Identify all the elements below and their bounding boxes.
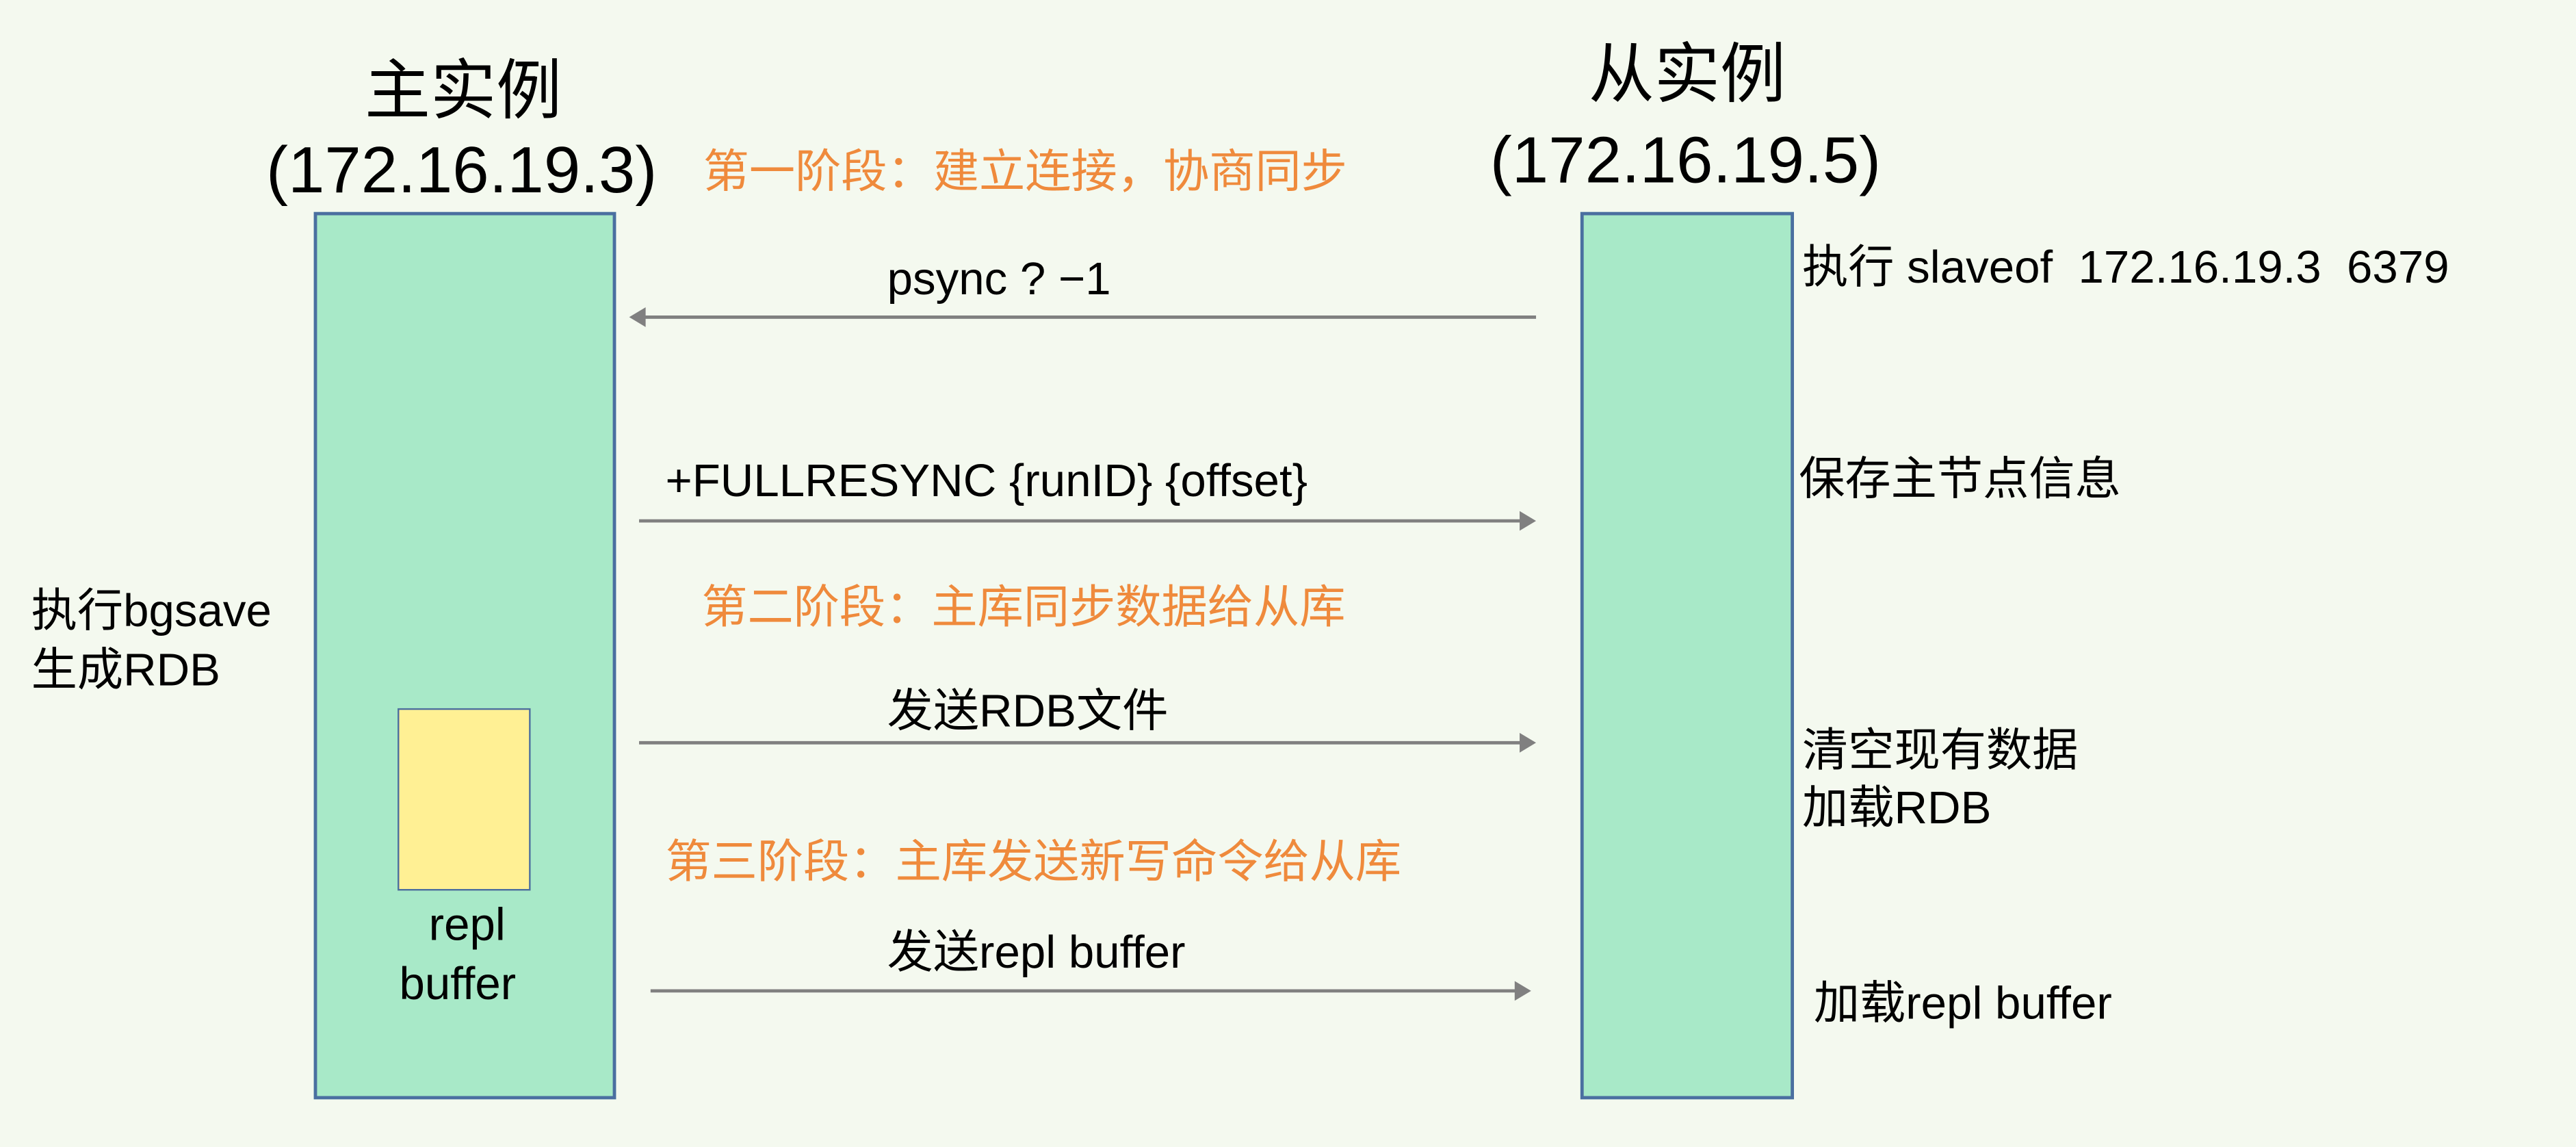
message-psync: psync ? −1: [887, 253, 1111, 305]
phase-1-label: 第一阶段：建立连接，协商同步: [703, 146, 1347, 198]
message-send-repl-buffer: 发送repl buffer: [887, 927, 1186, 978]
repl-buffer-label-1: repl: [428, 899, 506, 950]
slave-note-slaveof: 执行 slaveof 172.16.19.3 6379: [1802, 241, 2449, 293]
repl-buffer-box: [398, 708, 531, 891]
phase-3-label: 第三阶段：主库发送新写命令给从库: [665, 836, 1402, 888]
master-note-rdb: 生成RDB: [31, 644, 221, 695]
arrowhead-fullresync: [1520, 511, 1537, 531]
master-address: (172.16.19.3): [265, 134, 658, 207]
slave-instance-box: [1580, 211, 1795, 1100]
repl-buffer-label-2: buffer: [399, 957, 517, 1009]
arrowhead-send-rdb: [1520, 732, 1537, 753]
arrowhead-psync: [629, 307, 646, 327]
slave-address: (172.16.19.5): [1489, 125, 1882, 198]
message-fullresync: +FULLRESYNC {runID} {offset}: [665, 455, 1308, 506]
slave-note-flush: 清空现有数据: [1802, 724, 2079, 776]
phase-2-label: 第二阶段：主库同步数据给从库: [701, 581, 1346, 633]
slave-title: 从实例: [1588, 39, 1786, 112]
master-title: 主实例: [365, 55, 562, 129]
slave-note-load-buffer: 加载repl buffer: [1813, 977, 2112, 1029]
slave-note-load-rdb: 加载RDB: [1802, 782, 1992, 834]
message-send-rdb: 发送RDB文件: [887, 685, 1169, 736]
master-note-bgsave: 执行bgsave: [31, 584, 272, 636]
master-instance-box: [313, 211, 616, 1100]
arrowhead-send-repl-buffer: [1514, 981, 1531, 1001]
slave-note-save-master: 保存主节点信息: [1799, 453, 2121, 505]
